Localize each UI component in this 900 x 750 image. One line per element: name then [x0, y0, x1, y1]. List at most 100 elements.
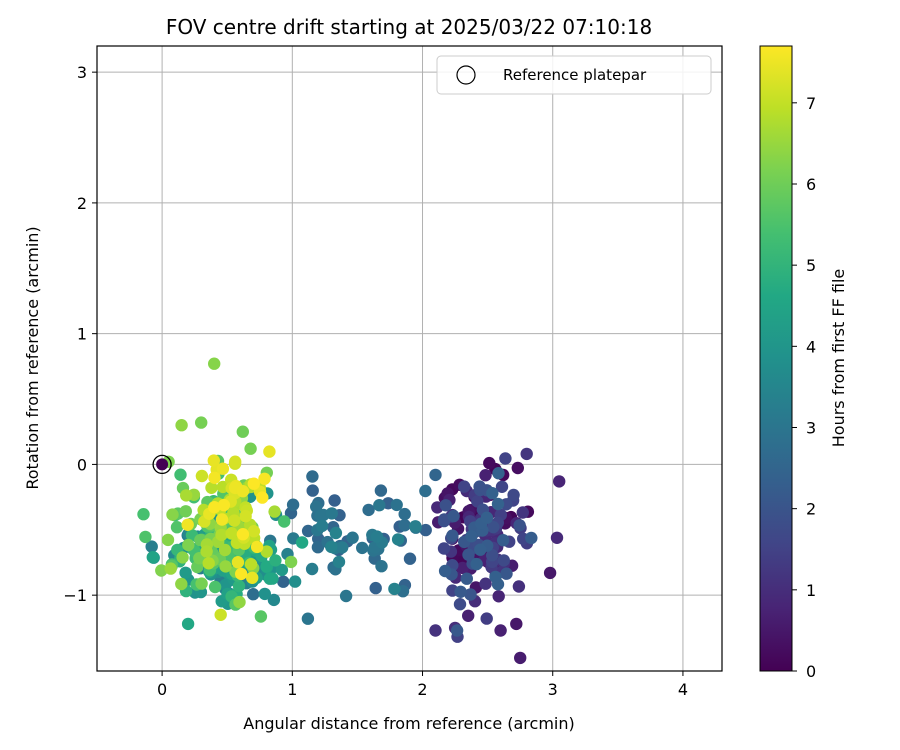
data-point: [369, 581, 382, 595]
colorbar-tick-label: 7: [806, 94, 816, 113]
data-point: [458, 480, 471, 493]
data-point: [180, 489, 193, 502]
data-point: [388, 582, 401, 596]
data-point: [202, 557, 215, 570]
data-point: [438, 564, 452, 578]
data-point: [236, 425, 249, 438]
data-points: [137, 357, 566, 665]
data-point: [244, 442, 257, 455]
colorbar-ticks: 0 1 2 3 4 5 6 7: [792, 94, 816, 681]
data-point: [235, 567, 248, 581]
data-point: [510, 617, 523, 631]
data-point: [216, 462, 230, 475]
data-point: [208, 501, 221, 514]
data-point: [497, 554, 510, 567]
data-point: [239, 510, 252, 523]
data-point: [453, 598, 467, 611]
data-point: [390, 498, 403, 512]
data-point: [346, 531, 359, 544]
data-point: [514, 651, 527, 665]
data-point: [247, 525, 261, 538]
data-point: [175, 577, 188, 591]
data-point: [179, 566, 192, 579]
data-point: [473, 480, 486, 493]
y-axis-ticks: −1 0 1 2 3: [63, 63, 97, 605]
plot-frame: [96, 45, 723, 672]
y-tick-label: 1: [77, 325, 87, 344]
data-point: [208, 357, 221, 370]
data-point: [260, 545, 273, 558]
data-point: [250, 540, 264, 554]
data-point: [277, 575, 290, 588]
data-point: [208, 471, 221, 484]
data-point: [278, 515, 291, 528]
data-point: [483, 456, 496, 470]
data-point: [492, 467, 505, 480]
data-point: [181, 518, 194, 531]
data-point: [470, 557, 483, 571]
data-point: [182, 538, 195, 552]
data-point: [284, 555, 298, 569]
data-point: [328, 494, 341, 507]
data-point: [217, 498, 231, 512]
colorbar: 0 1 2 3 4 5 6 7 Hours from first FF file: [759, 45, 848, 681]
data-point: [497, 534, 510, 547]
data-point: [553, 475, 566, 488]
data-point: [286, 498, 300, 511]
data-point: [439, 499, 452, 512]
data-point: [263, 572, 276, 585]
data-point: [516, 506, 529, 519]
data-point: [403, 552, 417, 565]
colorbar-tick-label: 0: [806, 662, 816, 681]
data-point: [486, 549, 499, 562]
data-point: [511, 461, 524, 475]
y-tick-label: 2: [77, 194, 87, 213]
data-point: [474, 543, 487, 556]
data-point: [258, 472, 271, 485]
y-tick-label: 3: [77, 63, 87, 82]
chart-title: FOV centre drift starting at 2025/03/22 …: [166, 15, 652, 39]
data-point: [486, 487, 499, 500]
data-point: [398, 519, 411, 532]
data-point: [325, 507, 338, 520]
legend-box: [436, 55, 712, 95]
data-point: [491, 497, 505, 511]
colorbar-gradient: [759, 45, 793, 672]
data-point: [462, 548, 475, 561]
y-axis-label: Rotation from reference (arcmin): [23, 226, 42, 489]
data-point: [176, 551, 189, 564]
data-point: [219, 560, 232, 573]
data-point: [214, 608, 227, 621]
data-point: [479, 577, 492, 590]
data-point: [513, 519, 526, 532]
data-point: [512, 580, 526, 593]
data-point: [207, 454, 220, 467]
colorbar-label: Hours from first FF file: [829, 269, 848, 448]
data-point: [438, 513, 451, 526]
data-point: [429, 468, 442, 482]
data-point: [456, 561, 469, 575]
data-point: [311, 541, 325, 554]
x-axis-label: Angular distance from reference (arcmin): [243, 714, 574, 733]
data-point: [218, 543, 232, 557]
data-point: [170, 521, 184, 534]
data-point: [145, 540, 158, 553]
data-point: [419, 484, 432, 498]
data-point: [460, 572, 473, 585]
data-point: [139, 530, 152, 544]
legend-label: Reference platepar: [503, 66, 647, 84]
data-point: [480, 511, 494, 524]
data-point: [146, 551, 159, 564]
data-point: [181, 617, 195, 631]
data-point: [228, 514, 241, 527]
data-point: [454, 585, 467, 598]
data-point: [480, 612, 493, 625]
data-point: [232, 579, 246, 593]
reference-ring: [152, 454, 172, 475]
data-point: [500, 567, 513, 580]
data-point: [336, 541, 349, 554]
data-point: [419, 523, 432, 537]
colorbar-tick-label: 1: [806, 581, 816, 600]
data-point: [464, 588, 477, 601]
legend: Reference platepar: [436, 55, 712, 95]
